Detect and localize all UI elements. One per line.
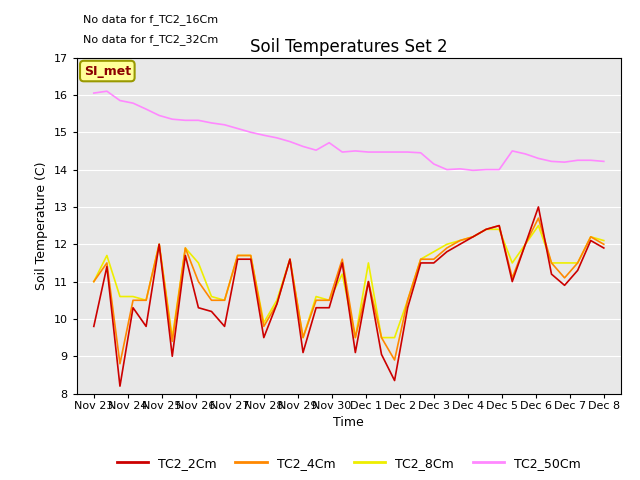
X-axis label: Time: Time (333, 416, 364, 429)
Text: No data for f_TC2_16Cm: No data for f_TC2_16Cm (83, 14, 218, 25)
Text: No data for f_TC2_32Cm: No data for f_TC2_32Cm (83, 34, 218, 45)
Title: Soil Temperatures Set 2: Soil Temperatures Set 2 (250, 38, 447, 56)
Legend: TC2_2Cm, TC2_4Cm, TC2_8Cm, TC2_50Cm: TC2_2Cm, TC2_4Cm, TC2_8Cm, TC2_50Cm (112, 452, 586, 475)
Y-axis label: Soil Temperature (C): Soil Temperature (C) (35, 161, 48, 290)
Text: SI_met: SI_met (84, 64, 131, 78)
